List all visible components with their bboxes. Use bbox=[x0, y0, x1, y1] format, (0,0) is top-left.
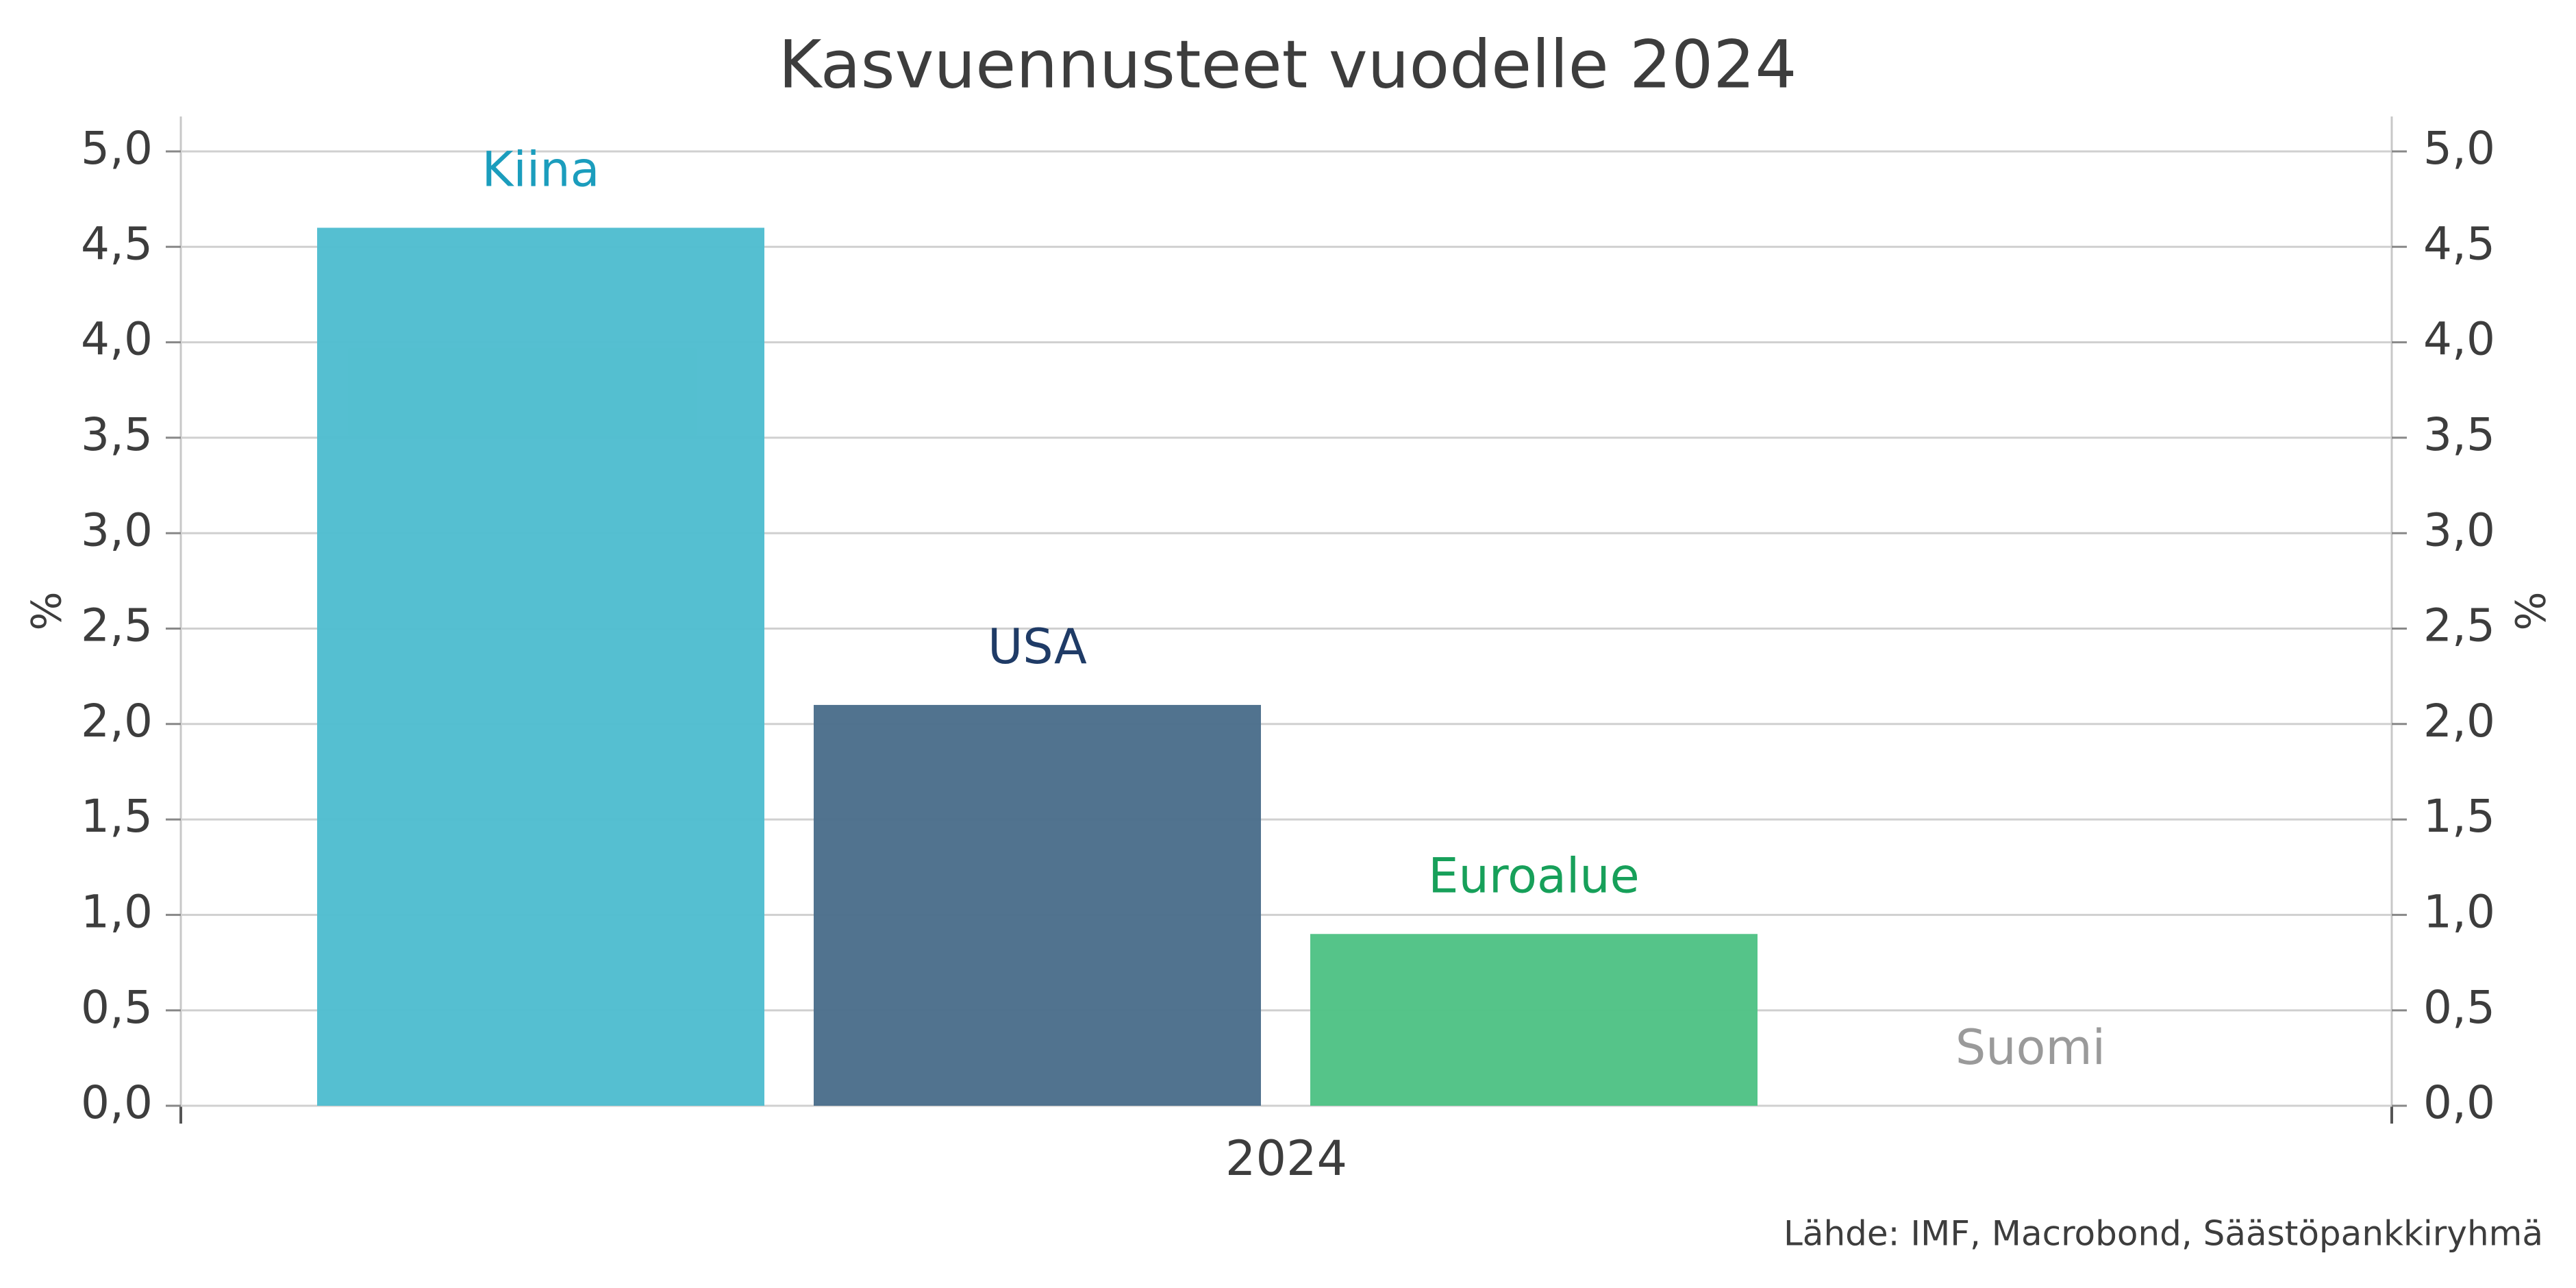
y2-tick-label: 2,5 bbox=[2423, 599, 2495, 652]
y2-tick-label: 1,0 bbox=[2423, 885, 2495, 938]
y2-tick-label: 0,5 bbox=[2423, 981, 2495, 1034]
source-note: Lähde: IMF, Macrobond, Säästöpankkiryhmä bbox=[1784, 1214, 2543, 1254]
y-tick-label: 1,5 bbox=[81, 790, 153, 843]
bar bbox=[814, 704, 1261, 1106]
y-tick-label: 1,0 bbox=[81, 885, 153, 938]
y-tick-label: 4,0 bbox=[81, 313, 153, 366]
y2-tick-label: 1,5 bbox=[2423, 790, 2495, 843]
y2-tick-label: 4,0 bbox=[2423, 313, 2495, 366]
y-tick-label: 3,5 bbox=[81, 408, 153, 461]
y2-tick-label: 4,5 bbox=[2423, 217, 2495, 270]
y-tick-label: 5,0 bbox=[81, 122, 153, 175]
x-tick-label: 2024 bbox=[1225, 1130, 1347, 1187]
bar bbox=[317, 227, 764, 1106]
series-label: Euroalue bbox=[1428, 847, 1639, 904]
chart-title: Kasvuennusteet vuodelle 2024 bbox=[779, 26, 1797, 103]
y2-tick-label: 2,0 bbox=[2423, 695, 2495, 747]
y-tick-label: 2,5 bbox=[81, 599, 153, 652]
y-tick-label: 4,5 bbox=[81, 217, 153, 270]
series-label: USA bbox=[988, 619, 1087, 675]
y2-axis-label: % bbox=[2505, 591, 2553, 630]
y2-tick-label: 3,5 bbox=[2423, 408, 2495, 461]
series-label: Kiina bbox=[482, 141, 599, 197]
y-tick-label: 2,0 bbox=[81, 695, 153, 747]
y-axis-label: % bbox=[23, 591, 71, 630]
y2-tick-label: 5,0 bbox=[2423, 122, 2495, 175]
bar bbox=[1310, 934, 1758, 1106]
y2-tick-label: 3,0 bbox=[2423, 504, 2495, 556]
y-tick-label: 0,5 bbox=[81, 981, 153, 1034]
y-tick-label: 3,0 bbox=[81, 504, 153, 556]
y-tick-label: 0,0 bbox=[81, 1076, 153, 1129]
series-label: Suomi bbox=[1955, 1019, 2105, 1076]
y2-tick-label: 0,0 bbox=[2423, 1076, 2495, 1129]
